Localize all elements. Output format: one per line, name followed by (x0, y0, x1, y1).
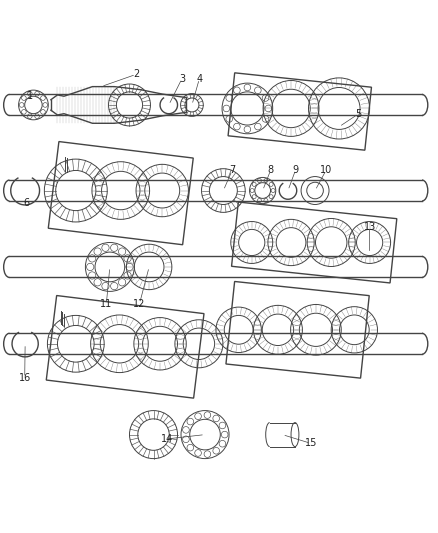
Text: 4: 4 (196, 74, 202, 84)
Text: 1: 1 (27, 91, 33, 101)
Text: 11: 11 (100, 298, 113, 309)
Text: 14: 14 (160, 434, 173, 444)
Text: 15: 15 (304, 438, 317, 448)
Text: 2: 2 (133, 69, 139, 79)
Text: 9: 9 (292, 165, 298, 175)
Text: 6: 6 (23, 198, 29, 208)
Text: 8: 8 (268, 165, 274, 175)
Text: 3: 3 (179, 74, 185, 84)
Text: 7: 7 (229, 165, 235, 175)
Text: 16: 16 (18, 373, 31, 383)
Text: 5: 5 (356, 109, 362, 119)
Text: 12: 12 (133, 298, 146, 309)
Text: 10: 10 (320, 165, 332, 175)
Text: 13: 13 (364, 222, 376, 232)
